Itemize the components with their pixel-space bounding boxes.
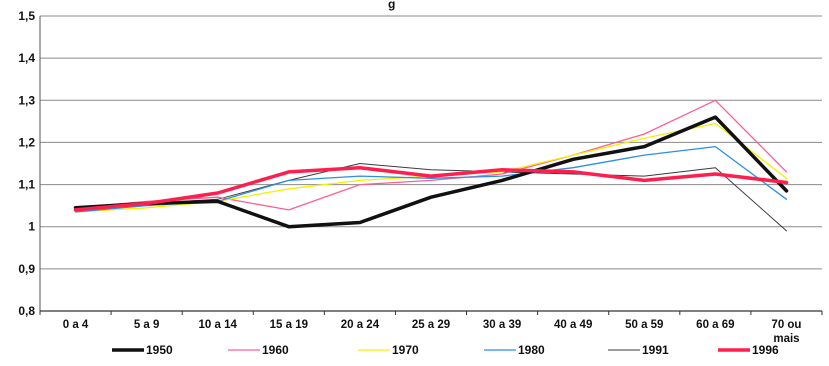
- x-tick-label: 5 a 9: [134, 319, 160, 331]
- x-tick-label: 0 a 4: [63, 319, 89, 331]
- y-tick-label: 1,2: [18, 135, 35, 149]
- legend-label-1980: 1980: [518, 343, 545, 357]
- x-tick-label: 15 a 19: [270, 319, 308, 331]
- y-tick-label: 0,8: [18, 304, 35, 318]
- y-tick-label: 1,5: [18, 9, 35, 23]
- x-tick-label: 40 a 49: [554, 319, 592, 331]
- chart-title-fragment: g: [388, 0, 395, 11]
- legend-label-1950: 1950: [146, 343, 173, 357]
- x-tick-label-line: mais: [773, 333, 799, 345]
- y-tick-label: 0,9: [18, 262, 35, 276]
- x-tick-label: 60 a 69: [696, 319, 734, 331]
- legend-label-1996: 1996: [752, 343, 779, 357]
- series-line-1996: [73, 165, 789, 212]
- x-tick-label: 25 a 29: [412, 319, 450, 331]
- x-tick-label: 10 a 14: [199, 319, 238, 331]
- series-line-1950: [73, 115, 789, 229]
- x-tick-label: 30 a 39: [483, 319, 521, 331]
- gridlines: [40, 15, 822, 270]
- y-tick-label: 1: [28, 220, 35, 234]
- x-tick-label: 70 ou mais: [771, 319, 801, 345]
- y-tick-label: 1,3: [18, 93, 35, 107]
- legend: 1950 1960 1970 1980 1991 1996: [112, 343, 779, 357]
- legend-label-1991: 1991: [642, 343, 669, 357]
- series-lines: [73, 99, 789, 232]
- x-tick-label: 50 a 59: [625, 319, 663, 331]
- x-axis-tick-labels: 0 a 4 5 a 9 10 a 14 15 a 19 20 a 24 25 a 29 30…: [63, 319, 802, 345]
- legend-label-1960: 1960: [262, 343, 289, 357]
- x-tick-label-line: 70 ou: [771, 319, 801, 331]
- y-axis-tick-labels: 0,8 0,9 1 1,1 1,2 1,3 1,4 1,5: [18, 9, 35, 318]
- series-line-1960: [74, 99, 788, 211]
- legend-label-1970: 1970: [392, 343, 419, 357]
- y-tick-label: 1,1: [18, 178, 35, 192]
- x-tick-label: 20 a 24: [341, 319, 380, 331]
- y-tick-label: 1,4: [18, 51, 35, 65]
- axes: [39, 16, 823, 315]
